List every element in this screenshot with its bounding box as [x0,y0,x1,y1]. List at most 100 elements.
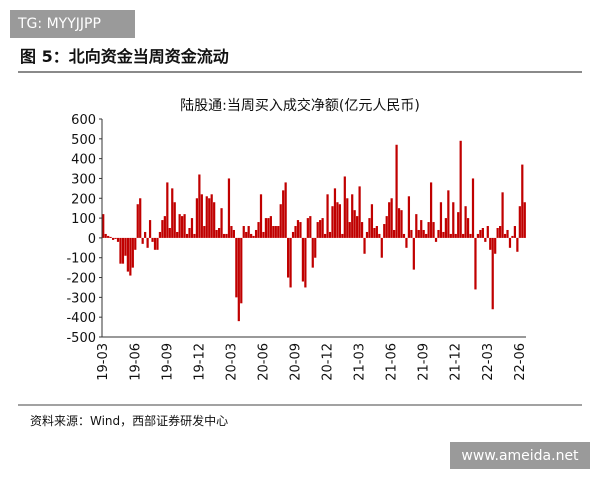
bar [158,231,162,238]
x-tick-label: 19-09 [160,343,175,381]
bar [311,237,314,268]
bar [412,237,415,270]
bar [210,194,213,238]
bar [341,233,344,238]
bar [449,233,452,238]
bar [363,237,366,254]
bar [316,222,319,238]
bar [119,237,122,264]
bar [466,218,470,238]
bar [328,231,332,238]
y-tick-label: -100 [66,252,96,267]
bar [250,233,253,238]
bar [134,237,137,250]
bar [516,237,519,252]
bar [146,237,149,248]
bar [240,237,243,304]
bar [321,218,324,238]
bar [141,237,144,244]
bar [442,231,445,238]
x-tick-label: 20-12 [321,343,336,381]
bar [402,233,406,238]
x-tick-label: 21-12 [449,343,464,381]
bar [205,196,208,238]
chart-title: 陆股通:当周买入成交净额(亿元人民币) [180,97,420,114]
bar [499,226,502,238]
bar [104,233,107,238]
bar [484,237,487,242]
bar [269,216,272,238]
bar [124,237,127,256]
bar [471,178,475,238]
bar [393,229,396,238]
watermark-bottom: www.ameida.net [461,448,579,464]
bar [425,233,428,238]
bar [479,229,482,238]
bar [114,237,117,239]
bar [494,237,497,254]
bar [109,236,112,238]
figure-title: 图 5：北向资金当周资金流动 [20,47,229,66]
bar [333,188,337,238]
bar [417,229,420,238]
bar [287,237,290,278]
bar [131,237,134,268]
bar [168,228,171,238]
bar [232,229,235,238]
bar [294,226,297,238]
bar [338,204,341,238]
bar [126,237,129,272]
bar [348,222,351,238]
bar [129,237,132,276]
bar [193,233,196,238]
bar [136,204,139,238]
bar [254,229,258,238]
bar [166,182,169,238]
bar [434,237,438,242]
bar [301,237,305,282]
y-tick-label: -500 [66,331,96,346]
x-tick-label: 22-06 [513,343,528,381]
bar [464,206,467,238]
bar [267,218,270,238]
watermark-box [450,442,590,469]
bar [213,202,216,238]
bar [491,237,494,310]
bar [397,208,401,238]
bar [486,226,489,238]
bar [183,214,186,238]
bar [454,233,457,238]
bar [400,210,403,238]
bar [343,176,346,238]
bar [282,190,285,238]
bar [264,218,268,238]
bar [319,220,322,238]
bar [198,174,201,238]
bar [474,237,477,290]
y-tick-label: -400 [66,311,96,326]
bar [457,212,460,238]
bar [375,226,378,238]
bar [422,229,425,238]
bar [171,188,174,238]
bar [222,233,226,238]
y-tick-label: 0 [88,232,96,247]
bar [144,231,147,238]
bar [508,237,512,248]
bar [358,186,361,238]
x-tick-label: 21-09 [417,343,432,381]
bar [227,178,231,238]
bar [148,220,152,238]
bar [513,226,517,238]
bar [111,237,115,240]
y-tick-label: -300 [66,291,96,306]
x-tick-label: 22-03 [481,343,496,381]
bar [351,194,354,238]
x-tick-label: 20-09 [289,343,304,381]
bar [429,182,433,238]
bar [518,206,521,238]
y-tick-label: 300 [71,172,96,187]
bar [176,231,179,238]
bar [257,222,260,238]
